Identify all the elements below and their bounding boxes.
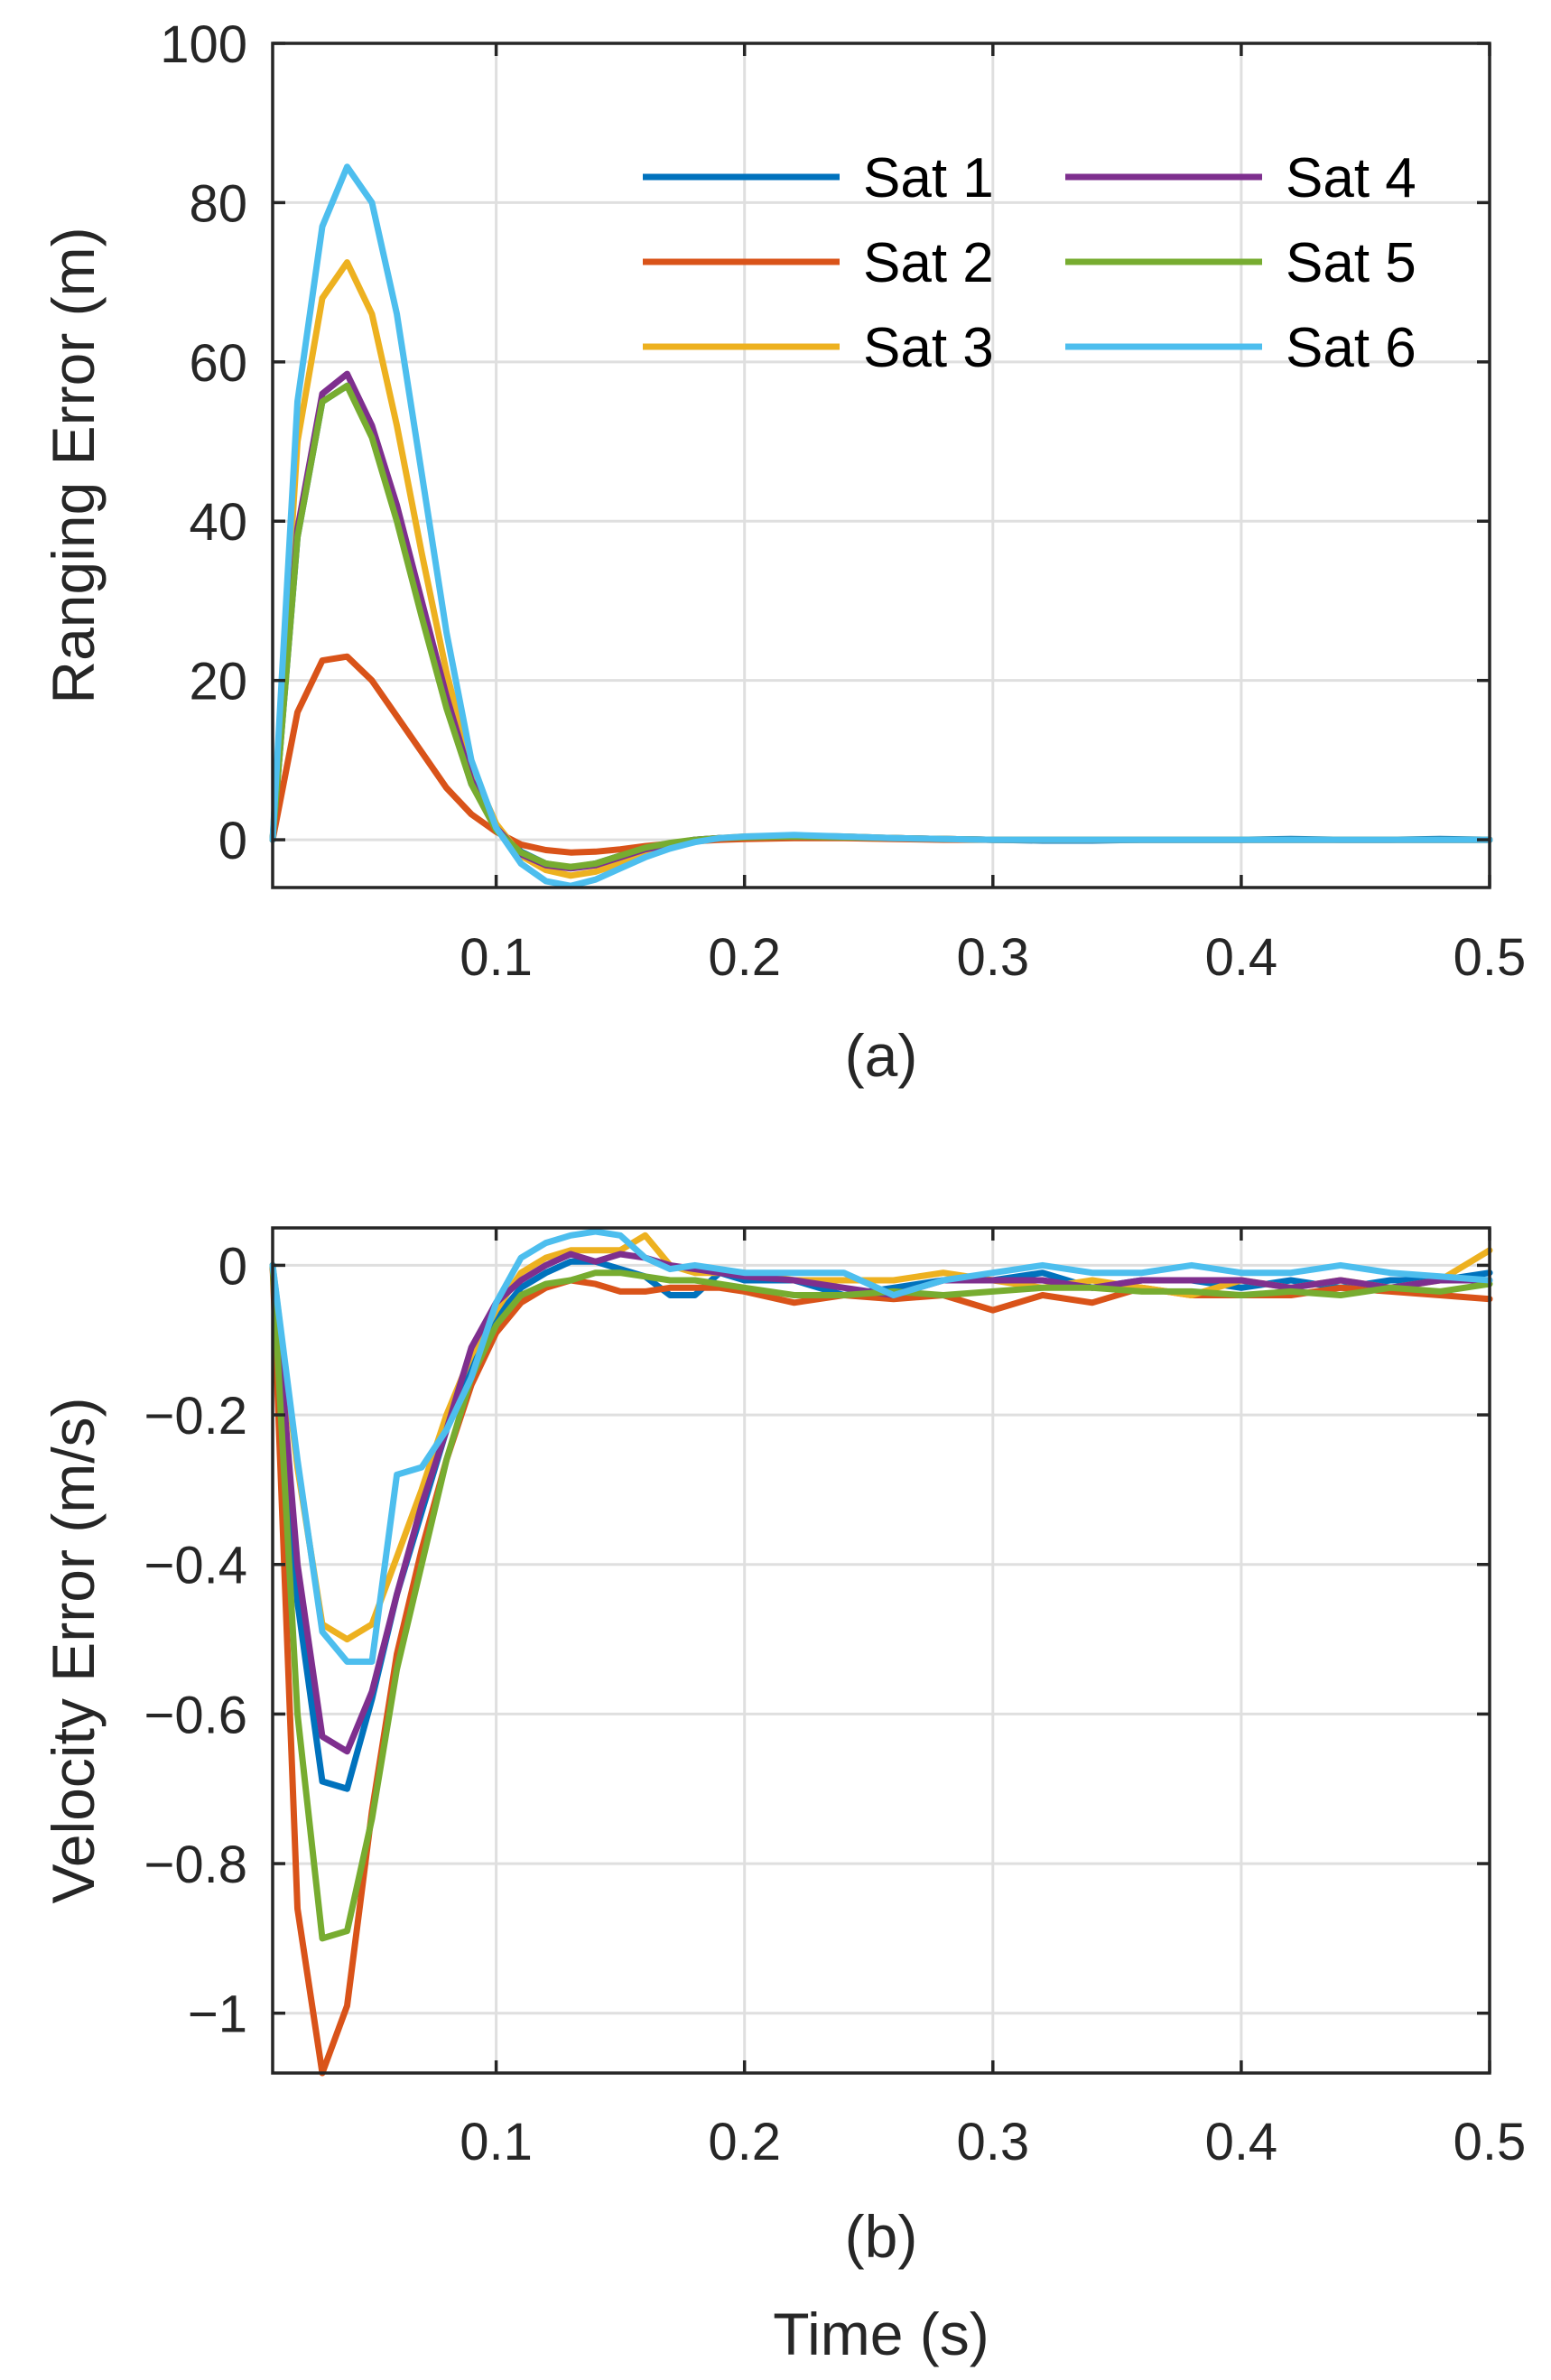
panel-b-series — [269, 1228, 1493, 2077]
panel-a-caption: (a) — [845, 1022, 918, 1089]
panel-b-y-axis-label: Velocity Error (m/s) — [40, 1397, 107, 1903]
legend-label-sat-3: Sat 3 — [863, 317, 994, 379]
panel-b-series-sat-6 — [269, 1228, 1493, 1665]
panel-a-series — [269, 163, 1493, 889]
panel-b-y-tick-label-0-4: −0.4 — [144, 1537, 248, 1595]
panel-a-y-tick-label-40: 40 — [189, 493, 247, 552]
panel-a-series-sat-6 — [269, 163, 1493, 889]
panel-b-y-tick-label-1: −1 — [188, 1985, 247, 2044]
panel-b-y-tick-label-0: 0 — [218, 1237, 247, 1296]
panel-a-x-ticks: 0.1 0.2 0.3 0.4 0.5 — [460, 43, 1526, 987]
panel-b-series-sat-4 — [269, 1250, 1493, 1755]
legend-label-sat-2: Sat 2 — [863, 232, 994, 294]
panel-a-x-tick-label-0-3: 0.3 — [956, 928, 1029, 987]
legend: Sat 1 Sat 2 Sat 3 Sat 4 Sat 5 Sat 6 — [643, 147, 1416, 379]
panel-b-x-axis-label: Time (s) — [773, 2301, 989, 2367]
legend-label-sat-1: Sat 1 — [863, 147, 994, 209]
panel-b-y-tick-label-0-2: −0.2 — [144, 1387, 248, 1446]
panel-b-x-ticks: 0.1 0.2 0.3 0.4 0.5 — [460, 1228, 1526, 2171]
panel-a-y-tick-label-60: 60 — [189, 334, 247, 393]
panel-b-y-tick-label-0-6: −0.6 — [144, 1686, 248, 1744]
panel-a-y-axis-label: Ranging Error (m) — [40, 227, 107, 703]
panel-b-x-tick-label-0-1: 0.1 — [460, 2113, 533, 2171]
legend-label-sat-5: Sat 5 — [1286, 232, 1416, 294]
panel-a-y-tick-label-80: 80 — [189, 174, 247, 233]
panel-a-x-tick-label-0-2: 0.2 — [708, 928, 781, 987]
legend-entry-sat-6: Sat 6 — [1065, 317, 1416, 379]
legend-label-sat-6: Sat 6 — [1286, 317, 1416, 379]
panel-a-x-tick-label-0-4: 0.4 — [1205, 928, 1278, 987]
panel-a-x-tick-label-0-5: 0.5 — [1453, 928, 1527, 987]
panel-b-x-tick-label-0-4: 0.4 — [1205, 2113, 1278, 2171]
panel-a-x-tick-label-0-1: 0.1 — [460, 928, 533, 987]
panel-a-y-ticks: 0 20 40 60 80 100 — [160, 15, 1490, 870]
panel-a-y-tick-label-100: 100 — [160, 15, 247, 74]
legend-entry-sat-4: Sat 4 — [1065, 147, 1416, 209]
legend-entry-sat-5: Sat 5 — [1065, 232, 1416, 294]
panel-b-series-sat-5 — [269, 1261, 1493, 1942]
panel-a-y-tick-label-20: 20 — [189, 653, 247, 711]
panel-b-velocity-error: 0.1 0.2 0.3 0.4 0.5 −1 −0.8 −0.6 −0.4 −0.2 0 Velo… — [40, 1226, 1526, 2367]
panel-b-x-tick-label-0-3: 0.3 — [956, 2113, 1029, 2171]
panel-b-axes-frame — [271, 1226, 1491, 2075]
panel-a-axes-frame — [271, 42, 1491, 889]
legend-entry-sat-1: Sat 1 — [643, 147, 994, 209]
panel-a-ranging-error: 0.1 0.2 0.3 0.4 0.5 0 20 40 60 80 100 Ranging Err… — [40, 15, 1526, 1089]
legend-entry-sat-2: Sat 2 — [643, 232, 994, 294]
legend-label-sat-4: Sat 4 — [1286, 147, 1416, 209]
panel-a-y-tick-label-0: 0 — [218, 812, 247, 870]
panel-b-x-tick-label-0-2: 0.2 — [708, 2113, 781, 2171]
panel-b-y-ticks: −1 −0.8 −0.6 −0.4 −0.2 0 — [144, 1237, 1490, 2044]
panel-b-y-tick-label-0-8: −0.8 — [144, 1836, 248, 1894]
panel-b-caption: (b) — [845, 2203, 918, 2270]
panel-b-x-tick-label-0-5: 0.5 — [1453, 2113, 1527, 2171]
legend-entry-sat-3: Sat 3 — [643, 317, 994, 379]
